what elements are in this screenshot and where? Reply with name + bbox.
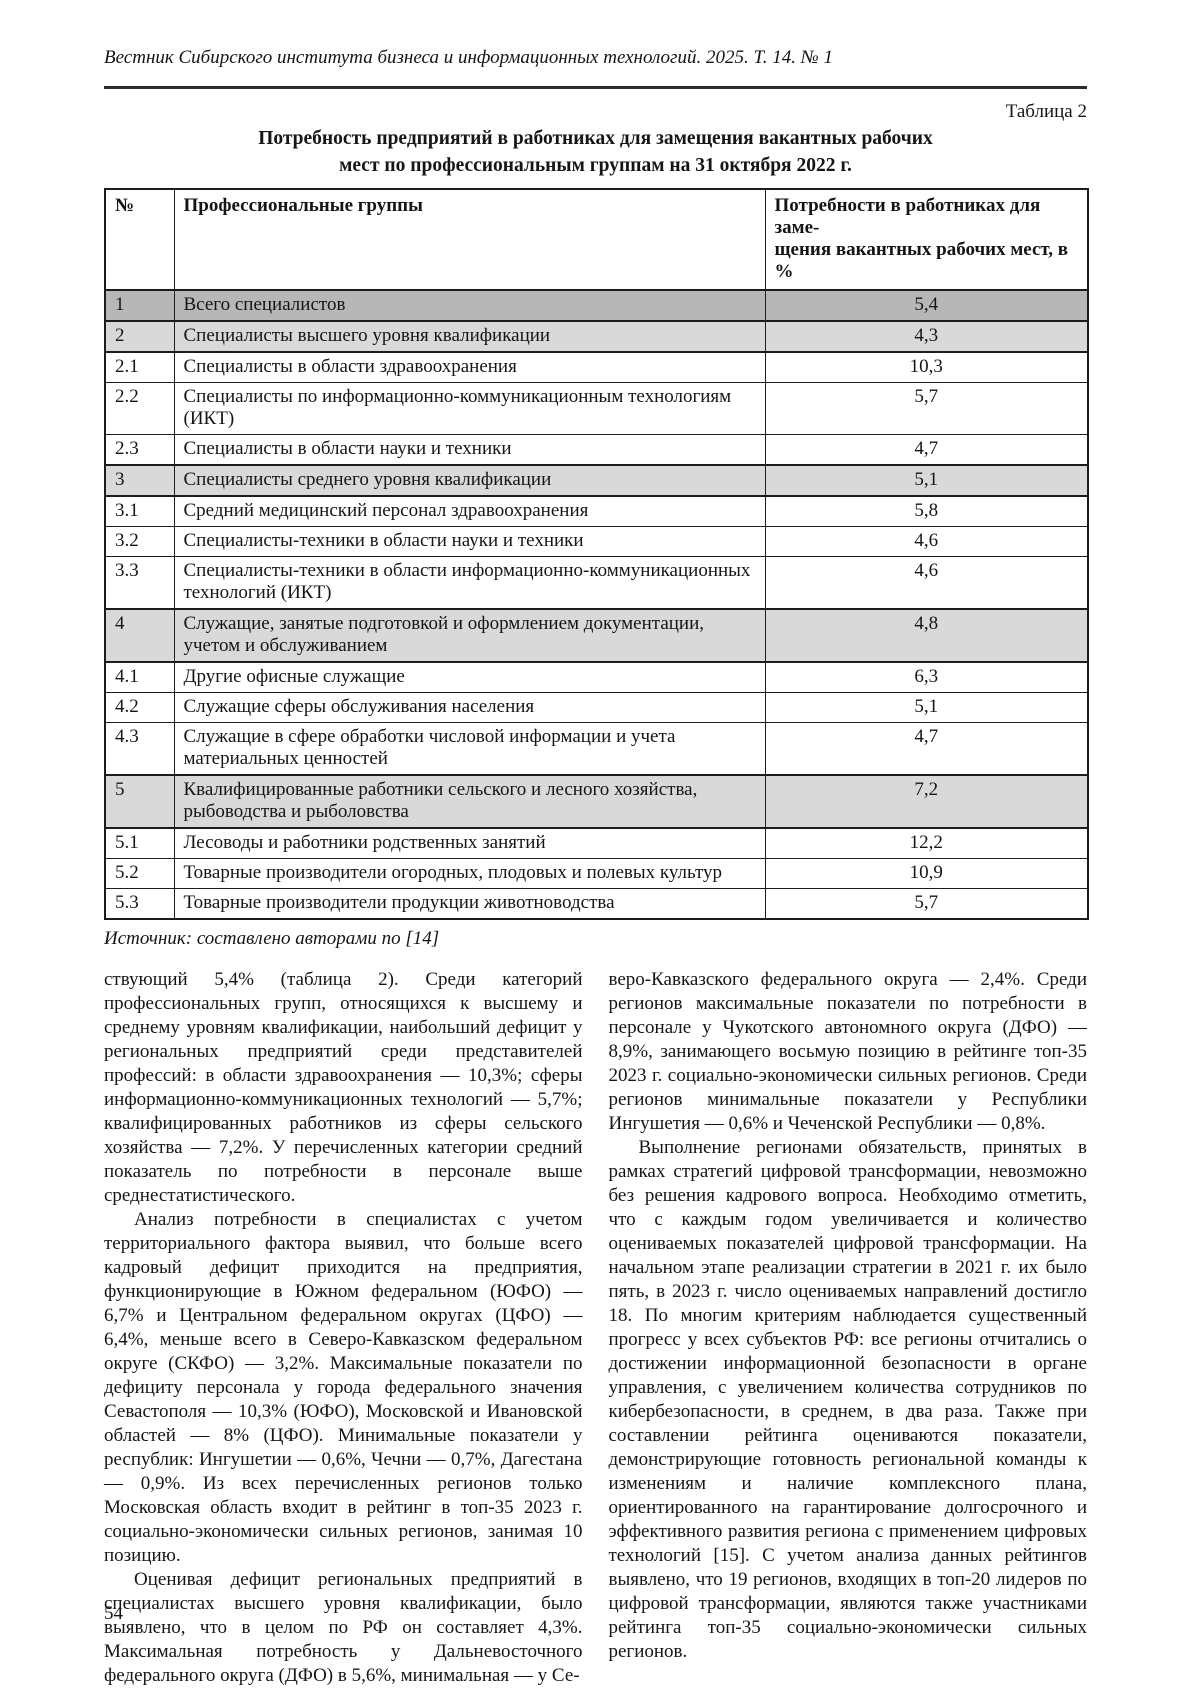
row-group-cell: Средний медицинский персонал здравоохран…: [173, 495, 766, 527]
row-number-cell: 5.1: [104, 827, 175, 859]
row-group-cell: Товарные производители продукции животно…: [173, 888, 766, 920]
table-row: 3.2 Специалисты-техники в области науки и…: [104, 526, 1089, 557]
row-group-cell: Лесоводы и работники родственных занятий: [173, 827, 766, 859]
row-value-cell: 5,7: [764, 382, 1089, 435]
journal-header: Вестник Сибирского института бизнеса и и…: [104, 47, 833, 68]
row-value-cell: 4,7: [764, 722, 1089, 776]
table-header: № Профессиональные группы Потребности в …: [104, 188, 1089, 291]
row-number-cell: 2.2: [104, 382, 175, 435]
row-number-cell: 2.1: [104, 351, 175, 383]
row-value-cell: 10,3: [764, 351, 1089, 383]
table-row: 2.3 Специалисты в области науки и техники…: [104, 434, 1089, 466]
table-row: 4.2 Служащие сферы обслуживания населения…: [104, 692, 1089, 723]
page-number: 54: [104, 1603, 123, 1624]
row-group-cell: Специалисты-техники в области науки и те…: [173, 526, 766, 557]
row-group-cell: Служащие сферы обслуживания населения: [173, 692, 766, 723]
row-number-cell: 3.3: [104, 556, 175, 610]
row-group-cell: Всего специалистов: [173, 289, 766, 322]
row-group-cell: Служащие, занятые подготовкой и оформлен…: [173, 608, 766, 663]
column-header-value: Потребности в работниках для заме- щения…: [764, 188, 1089, 291]
row-group-cell: Специалисты в области науки и техники: [173, 434, 766, 466]
table-title: Потребность предприятий в работниках для…: [258, 128, 933, 176]
row-number-cell: 3: [104, 464, 175, 497]
row-number-cell: 3.2: [104, 526, 175, 557]
table-row: 5.3 Товарные производители продукции живо…: [104, 888, 1089, 920]
vacancy-table: № Профессиональные группы Потребности в …: [104, 188, 1089, 920]
row-value-cell: 6,3: [764, 661, 1089, 693]
row-number-cell: 5.2: [104, 858, 175, 889]
table-row: 4.3 Служащие в сфере обработки числовой и…: [104, 722, 1089, 776]
table-row: 3 Специалисты среднего уровня квалификаци…: [104, 464, 1089, 497]
table-row: 2.1 Специалисты в области здравоохранения…: [104, 351, 1089, 383]
paragraph: ствующий 5,4% (таблица 2). Среди категор…: [104, 969, 583, 1206]
row-value-cell: 4,3: [764, 320, 1089, 353]
row-number-cell: 3.1: [104, 495, 175, 527]
row-group-cell: Другие офисные служащие: [173, 661, 766, 693]
table-row: 5.1 Лесоводы и работники родственных заня…: [104, 827, 1089, 859]
table-row: 3.3 Специалисты-техники в области информа…: [104, 556, 1089, 610]
paragraph: Выполнение регионами обязательств, приня…: [608, 1137, 1088, 1662]
row-group-cell: Квалифицированные работники сельского и …: [173, 774, 766, 829]
row-value-cell: 5,4: [764, 289, 1089, 322]
row-number-cell: 4.3: [104, 722, 175, 776]
source-note: Источник: составлено авторами по [14]: [104, 928, 440, 949]
row-number-cell: 5.3: [104, 888, 175, 920]
column-header-number: №: [104, 188, 175, 291]
row-group-cell: Специалисты высшего уровня квалификации: [173, 320, 766, 353]
body-left-column: ствующий 5,4% (таблица 2). Среди категор…: [104, 968, 583, 1688]
table-body: 1 Всего специалистов 5,4 2 Специалисты высше…: [104, 289, 1089, 920]
column-header-group: Профессиональные группы: [173, 188, 766, 291]
table-row: 1 Всего специалистов 5,4: [104, 289, 1089, 322]
row-value-cell: 5,1: [764, 464, 1089, 497]
paragraph: веро-Кавказского федерального округа — 2…: [608, 969, 1088, 1134]
table-row: 5.2 Товарные производители огородных, пло…: [104, 858, 1089, 889]
row-value-cell: 5,8: [764, 495, 1089, 527]
row-number-cell: 2.3: [104, 434, 175, 466]
row-group-cell: Специалисты по информационно-коммуникаци…: [173, 382, 766, 435]
table-caption: Таблица 2: [1005, 101, 1087, 122]
table-row: 5 Квалифицированные работники сельского и…: [104, 774, 1089, 829]
row-value-cell: 4,6: [764, 526, 1089, 557]
table-row: 4 Служащие, занятые подготовкой и оформле…: [104, 608, 1089, 663]
header-rule: [104, 86, 1087, 89]
row-value-cell: 10,9: [764, 858, 1089, 889]
row-value-cell: 7,2: [764, 774, 1089, 829]
paragraph: Анализ потребности в специалистах с учет…: [104, 1209, 583, 1566]
table-row: 3.1 Средний медицинский персонал здравоох…: [104, 495, 1089, 527]
table-row: 4.1 Другие офисные служащие 6,3: [104, 661, 1089, 693]
row-value-cell: 5,7: [764, 888, 1089, 920]
row-group-cell: Специалисты среднего уровня квалификации: [173, 464, 766, 497]
row-value-cell: 4,8: [764, 608, 1089, 663]
table-header-row: № Профессиональные группы Потребности в …: [104, 188, 1089, 291]
row-value-cell: 4,6: [764, 556, 1089, 610]
row-group-cell: Товарные производители огородных, плодов…: [173, 858, 766, 889]
row-group-cell: Специалисты-техники в области информацио…: [173, 556, 766, 610]
paragraph: Оценивая дефицит региональных предприяти…: [104, 1569, 583, 1686]
row-number-cell: 4.1: [104, 661, 175, 693]
body-right-column: веро-Кавказского федерального округа — 2…: [609, 968, 1088, 1688]
row-number-cell: 4: [104, 608, 175, 663]
row-number-cell: 5: [104, 774, 175, 829]
row-number-cell: 1: [104, 289, 175, 322]
row-number-cell: 4.2: [104, 692, 175, 723]
row-value-cell: 12,2: [764, 827, 1089, 859]
table-row: 2 Специалисты высшего уровня квалификации…: [104, 320, 1089, 353]
row-group-cell: Служащие в сфере обработки числовой инфо…: [173, 722, 766, 776]
row-value-cell: 5,1: [764, 692, 1089, 723]
row-group-cell: Специалисты в области здравоохранения: [173, 351, 766, 383]
row-number-cell: 2: [104, 320, 175, 353]
table-row: 2.2 Специалисты по информационно-коммуник…: [104, 382, 1089, 435]
row-value-cell: 4,7: [764, 434, 1089, 466]
body-text: ствующий 5,4% (таблица 2). Среди категор…: [104, 968, 1087, 1688]
